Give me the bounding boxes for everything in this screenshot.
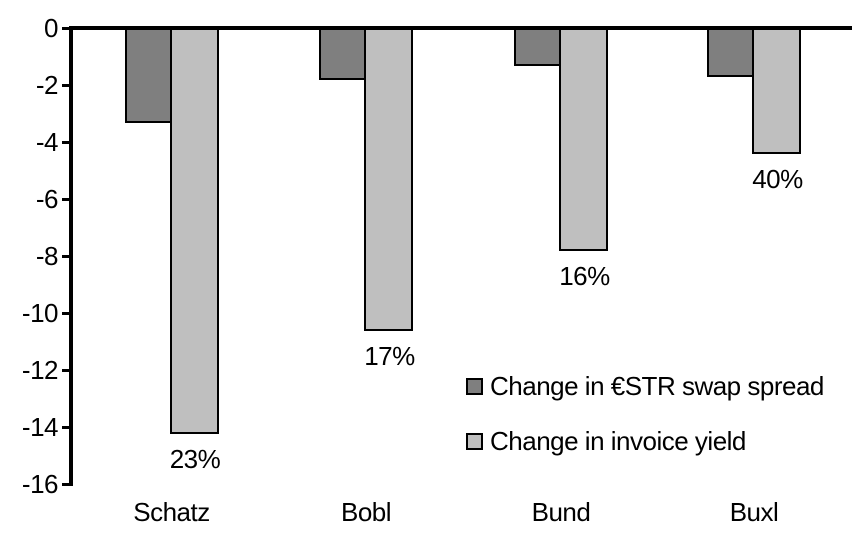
legend-item-invoice-yield: Change in invoice yield [466, 426, 824, 456]
bar-bund-invoice-yield [559, 26, 608, 251]
legend-label-invoice-yield: Change in invoice yield [490, 426, 746, 456]
x-category-label-bund: Bund [531, 497, 591, 527]
y-tick-label: -16 [21, 469, 59, 499]
y-tick-label: -6 [35, 184, 59, 214]
y-tick-mark [62, 254, 71, 258]
bar-schatz-invoice-yield [169, 26, 219, 434]
y-tick-mark [62, 482, 71, 486]
y-tick-label: -10 [21, 298, 59, 328]
x-category-label-schatz: Schatz [133, 497, 210, 527]
y-tick-label: -14 [21, 412, 59, 442]
y-tick-mark [62, 140, 71, 144]
bar-value-label-bobl: 17% [364, 341, 415, 371]
y-tick-mark [62, 26, 71, 30]
bar-buxl-invoice-yield [752, 26, 801, 154]
y-tick-mark [62, 83, 71, 87]
bar-buxl-swap-spread [707, 26, 754, 77]
x-category-label-bobl: Bobl [340, 497, 392, 527]
y-tick-mark [62, 197, 71, 201]
x-category-label-buxl: Buxl [729, 497, 779, 527]
legend: Change in €STR swap spread Change in inv… [466, 371, 824, 456]
y-tick-mark [62, 425, 71, 429]
y-tick-label: -2 [35, 70, 59, 100]
bar-value-label-buxl: 40% [752, 164, 803, 194]
legend-item-swap-spread: Change in €STR swap spread [466, 371, 824, 401]
bar-value-label-schatz: 23% [169, 444, 221, 474]
legend-swatch-invoice-yield-icon [466, 432, 483, 450]
y-tick-label: -12 [21, 355, 59, 385]
y-tick-label: 0 [44, 13, 58, 43]
y-axis-line [69, 26, 73, 486]
x-axis-line [69, 26, 852, 30]
y-tick-label: -8 [35, 241, 59, 271]
bar-bobl-swap-spread [319, 26, 366, 80]
bar-bobl-invoice-yield [364, 26, 413, 331]
bar-bund-swap-spread [514, 26, 561, 66]
bar-value-label-bund: 16% [559, 261, 610, 291]
legend-swatch-swap-spread-icon [466, 377, 483, 395]
legend-label-swap-spread: Change in €STR swap spread [490, 371, 824, 401]
y-tick-mark [62, 368, 71, 372]
y-tick-mark [62, 311, 71, 315]
y-tick-label: -4 [35, 127, 59, 157]
bar-schatz-swap-spread [124, 26, 172, 123]
